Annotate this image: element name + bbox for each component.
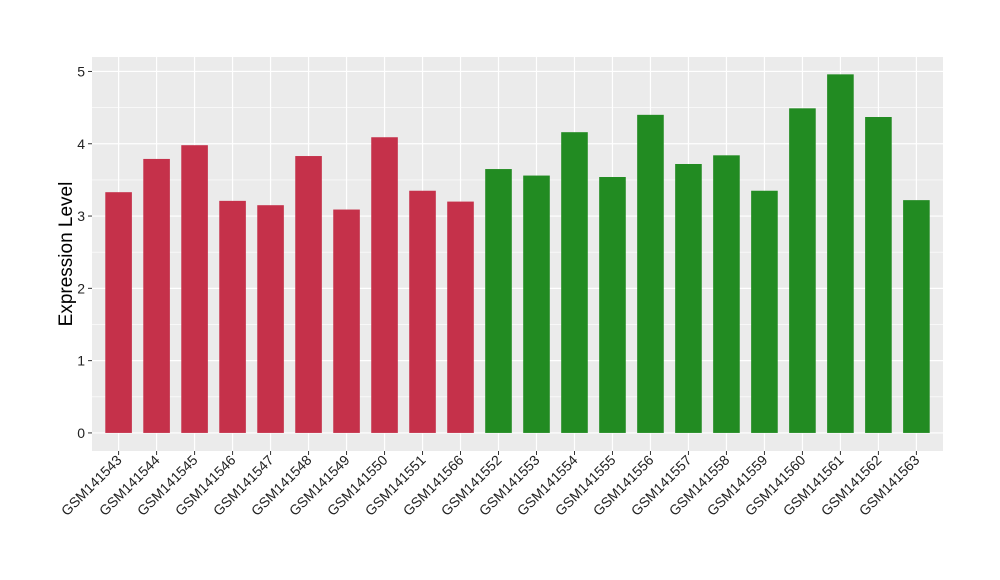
bar-gsm141543 <box>105 192 132 433</box>
bar-gsm141545 <box>181 145 208 433</box>
bar-gsm141552 <box>485 169 512 433</box>
bar-gsm141562 <box>865 117 892 433</box>
bar-gsm141560 <box>789 108 816 433</box>
bar-gsm141554 <box>561 132 588 433</box>
bar-gsm141556 <box>637 114 664 433</box>
bar-gsm141551 <box>409 190 436 433</box>
y-tick-label: 4 <box>77 136 85 152</box>
bar-gsm141563 <box>903 200 930 433</box>
bars <box>105 74 930 433</box>
bar-gsm141544 <box>143 158 170 433</box>
y-tick-label: 2 <box>77 280 85 296</box>
y-axis: 0 1 2 3 4 5 <box>77 63 92 441</box>
bar-gsm141550 <box>371 137 398 433</box>
bar-gsm141557 <box>675 163 702 433</box>
bar-gsm141546 <box>219 200 246 433</box>
bar-gsm141555 <box>599 177 626 433</box>
bar-gsm141548 <box>295 156 322 433</box>
y-tick-label: 5 <box>77 63 85 79</box>
bar-gsm141549 <box>333 209 360 433</box>
y-tick-label: 0 <box>77 425 85 441</box>
bar-gsm141547 <box>257 205 284 433</box>
x-axis: GSM141543GSM141544GSM141545GSM141546GSM1… <box>58 451 923 519</box>
bar-gsm141566 <box>447 201 474 433</box>
bar-gsm141559 <box>751 190 778 433</box>
bar-gsm141561 <box>827 74 854 433</box>
y-axis-title: Expression Level <box>56 182 77 327</box>
y-tick-label: 3 <box>77 208 85 224</box>
y-tick-label: 1 <box>77 353 85 369</box>
bar-gsm141553 <box>523 175 550 433</box>
bar-gsm141558 <box>713 155 740 433</box>
